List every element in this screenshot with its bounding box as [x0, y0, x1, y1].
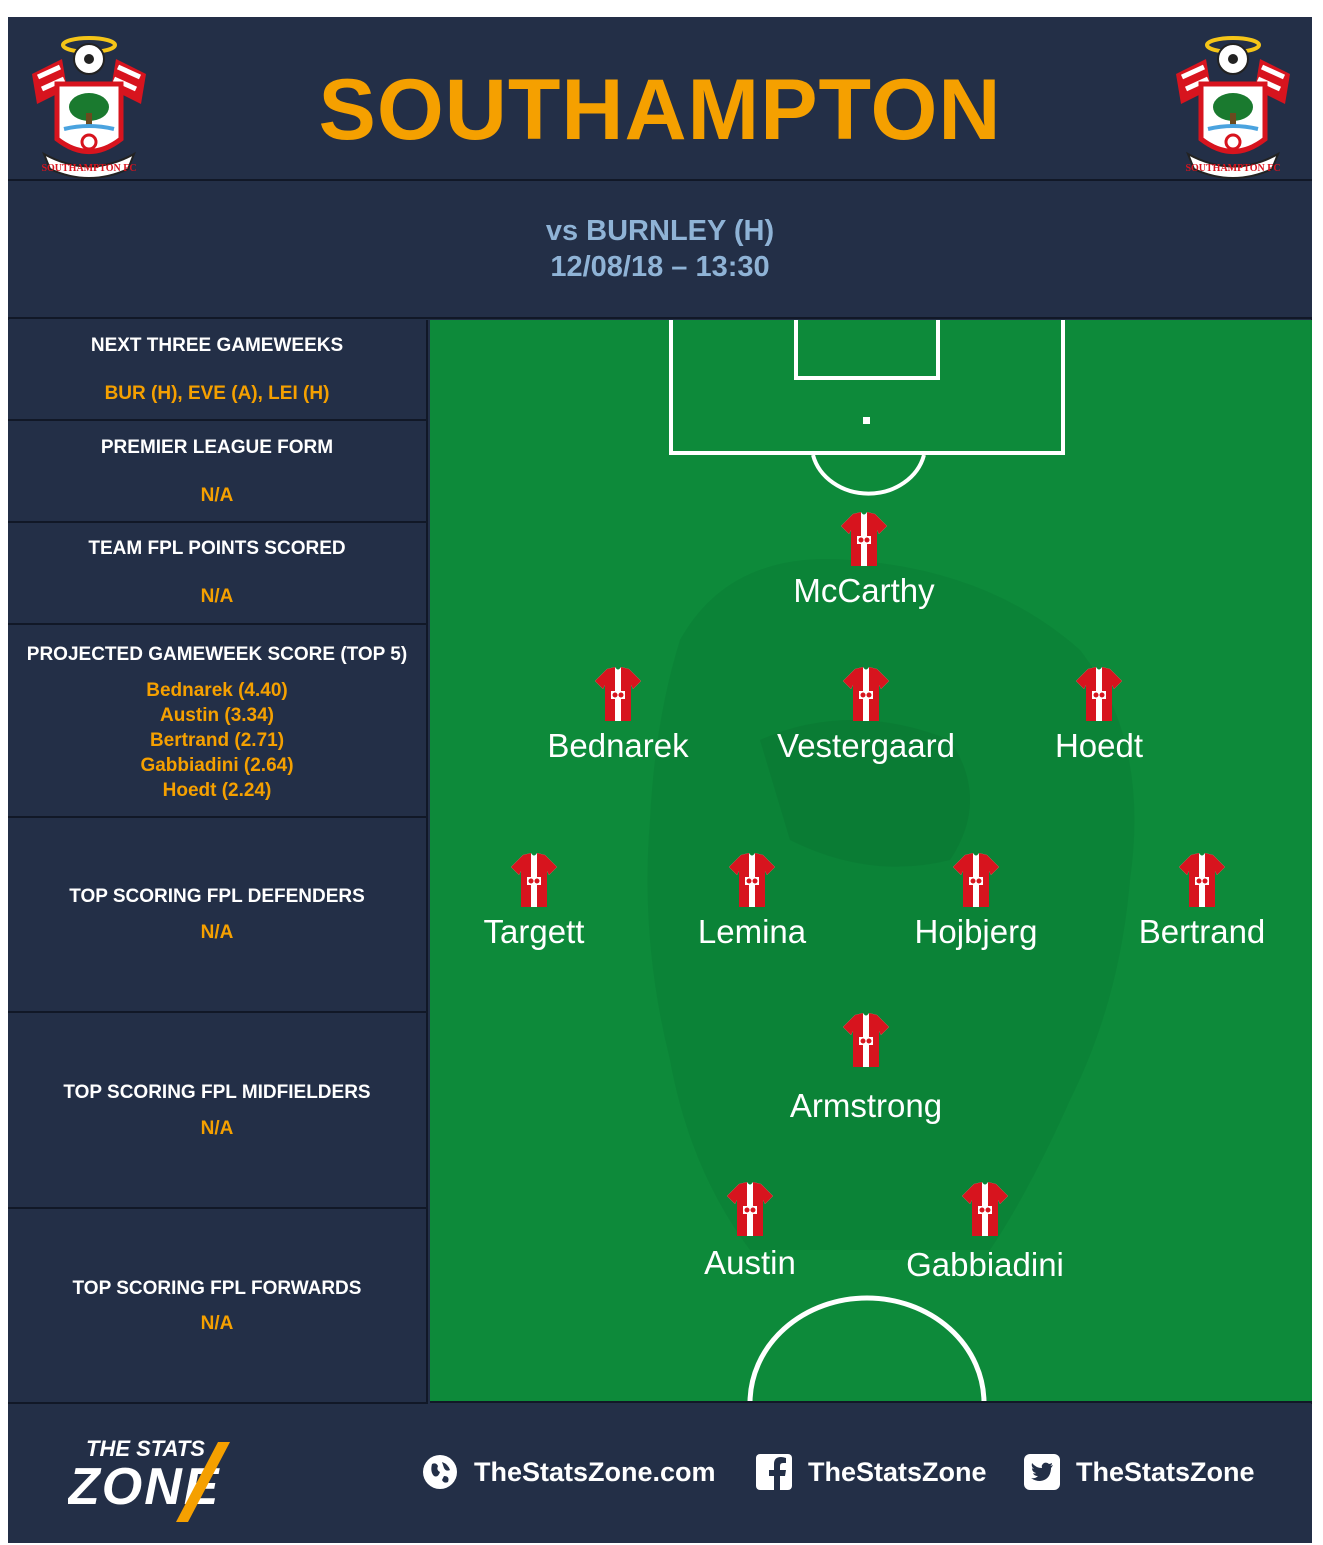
- team-title: SOUTHAMPTON: [318, 62, 1002, 158]
- panel-value: N/A: [200, 922, 234, 943]
- twitter-link[interactable]: TheStatsZone: [1024, 1454, 1255, 1490]
- panel-projected-score: PROJECTED GAMEWEEK SCORE (TOP 5) Bednare…: [8, 625, 428, 818]
- crest-right-text: SOUTHAMPTON FC: [1185, 163, 1280, 174]
- pitch: [430, 320, 1312, 1403]
- player-name: Lemina: [697, 913, 807, 950]
- player-fwd-austin: Austin: [650, 1182, 850, 1282]
- club-crest-left: SOUTHAMPTON FC: [22, 29, 156, 179]
- panel-title: TOP SCORING FPL FORWARDS: [72, 1278, 362, 1299]
- facebook-icon: [756, 1454, 792, 1490]
- list-item: Bednarek (4.40): [146, 680, 288, 701]
- player-mid-lemina: Lemina: [652, 853, 852, 951]
- panel-title: TOP SCORING FPL DEFENDERS: [69, 886, 365, 907]
- logo-text-top: THE STATS: [86, 1436, 205, 1461]
- player-name: Hoedt: [1054, 727, 1144, 764]
- shirt-icon: [953, 853, 999, 907]
- shirt-icon: [727, 1182, 773, 1236]
- shirt-icon: [511, 853, 557, 907]
- panel-title: PREMIER LEAGUE FORM: [100, 437, 334, 458]
- panel-value: N/A: [200, 1313, 234, 1334]
- player-name: Bertrand: [1138, 913, 1266, 950]
- fixture-banner: vs BURNLEY (H) 12/08/18 – 13:30: [8, 181, 1312, 319]
- shirt-icon: [843, 667, 889, 721]
- player-name: Armstrong: [789, 1087, 943, 1124]
- panel-league-form: PREMIER LEAGUE FORM N/A: [8, 421, 428, 523]
- panel-top-midfielders: TOP SCORING FPL MIDFIELDERS N/A: [8, 1013, 428, 1209]
- shirt-icon: [841, 512, 887, 566]
- panel-title: TOP SCORING FPL MIDFIELDERS: [63, 1082, 371, 1103]
- club-crest-right: SOUTHAMPTON FC: [1166, 29, 1300, 179]
- shirt-icon: [1076, 667, 1122, 721]
- panel-title: PROJECTED GAMEWEEK SCORE (TOP 5): [26, 644, 408, 665]
- player-def-bednarek: Bednarek: [518, 667, 718, 765]
- player-mid-hojbjerg: Hojbjerg: [876, 853, 1076, 951]
- twitter-icon: [1024, 1454, 1060, 1490]
- player-name: Vestergaard: [777, 727, 955, 764]
- player-name: Hojbjerg: [914, 913, 1038, 950]
- player-def-vestergaard: Vestergaard: [766, 667, 966, 765]
- panel-value: BUR (H), EVE (A), LEI (H): [104, 383, 330, 404]
- player-name: McCarthy: [793, 572, 935, 609]
- header-banner: SOUTHAMPTON FC SOUTHAMPTON SOUTHAMPTON F…: [8, 17, 1312, 181]
- panel-next-gameweeks: NEXT THREE GAMEWEEKS BUR (H), EVE (A), L…: [8, 320, 428, 421]
- panel-top-forwards: TOP SCORING FPL FORWARDS N/A: [8, 1209, 428, 1404]
- player-am-armstrong: Armstrong: [766, 1013, 966, 1125]
- player-name: Bednarek: [547, 727, 689, 764]
- shirt-icon: [1179, 853, 1225, 907]
- list-item: Gabbiadini (2.64): [140, 755, 294, 776]
- player-def-hoedt: Hoedt: [999, 667, 1199, 765]
- panel-value: N/A: [200, 1118, 234, 1139]
- list-item: Hoedt (2.24): [162, 780, 272, 801]
- stats-zone-logo: THE STATS ZONE: [66, 1434, 298, 1524]
- shirt-icon: [595, 667, 641, 721]
- website-text: TheStatsZone.com: [474, 1456, 716, 1487]
- fixture-opponent: vs BURNLEY (H): [545, 215, 775, 247]
- shirt-icon: [729, 853, 775, 907]
- player-name: Gabbiadini: [906, 1246, 1064, 1283]
- twitter-text: TheStatsZone: [1076, 1456, 1255, 1487]
- shirt-icon: [962, 1182, 1008, 1236]
- panel-team-points: TEAM FPL POINTS SCORED N/A: [8, 523, 428, 625]
- player-name: Targett: [483, 913, 585, 950]
- player-mid-targett: Targett: [434, 853, 634, 951]
- player-mid-bertrand: Bertrand: [1102, 853, 1302, 951]
- facebook-text: TheStatsZone: [808, 1456, 987, 1487]
- panel-title: NEXT THREE GAMEWEEKS: [90, 335, 344, 356]
- player-name: Austin: [704, 1244, 796, 1281]
- projected-score-list: Bednarek (4.40) Austin (3.34) Bertrand (…: [8, 678, 426, 803]
- panel-top-defenders: TOP SCORING FPL DEFENDERS N/A: [8, 818, 428, 1013]
- website-link[interactable]: TheStatsZone.com: [422, 1454, 716, 1490]
- panel-title: TEAM FPL POINTS SCORED: [88, 538, 346, 559]
- list-item: Bertrand (2.71): [149, 730, 285, 751]
- globe-icon: [423, 1455, 457, 1489]
- footer: THE STATS ZONE TheStatsZone.com TheStats…: [8, 1404, 1312, 1543]
- panel-value: N/A: [200, 485, 234, 506]
- list-item: Austin (3.34): [159, 705, 275, 726]
- fixture-datetime: 12/08/18 – 13:30: [550, 251, 770, 283]
- pitch-markings: [647, 320, 1135, 1401]
- player-gk-mccarthy: McCarthy: [764, 512, 964, 610]
- panel-value: N/A: [200, 586, 234, 607]
- shirt-icon: [843, 1013, 889, 1067]
- player-fwd-gabbiadini: Gabbiadini: [880, 1182, 1090, 1284]
- facebook-link[interactable]: TheStatsZone: [756, 1454, 987, 1490]
- crest-left-text: SOUTHAMPTON FC: [41, 163, 136, 174]
